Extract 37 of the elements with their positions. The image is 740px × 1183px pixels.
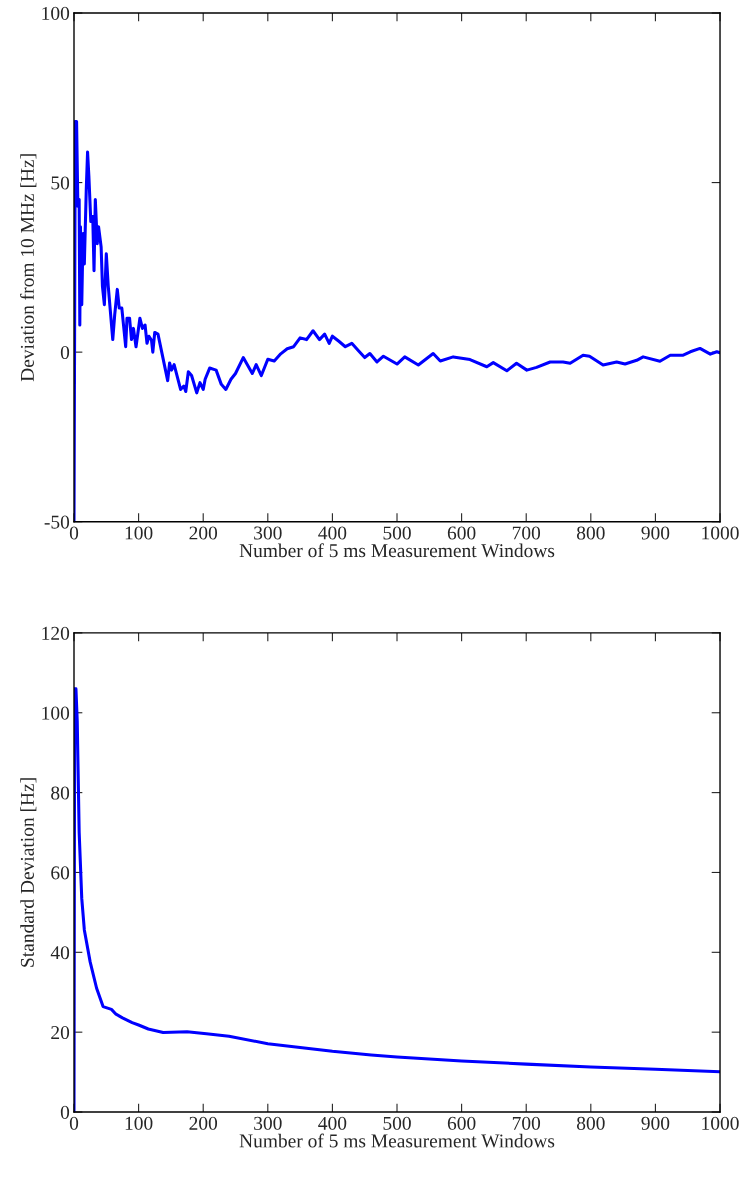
y-tick-label: 50: [51, 176, 70, 190]
y-tick-label: 0: [60, 345, 70, 360]
x-tick-label: 400: [318, 1116, 347, 1130]
x-tick-label: 300: [254, 526, 282, 540]
y-tick-label: 120: [42, 626, 70, 640]
x-tick-label: 200: [189, 526, 218, 540]
x-tick-label: 600: [447, 526, 476, 540]
x-tick-label: 500: [383, 1116, 411, 1130]
x-tick-label: 0: [69, 1116, 79, 1130]
x-tick-label: 900: [641, 1116, 670, 1130]
x-tick-label: 200: [189, 1116, 218, 1130]
y-axis-title: Standard Deviation [Hz]: [20, 778, 37, 967]
y-tick-label: 20: [51, 1025, 70, 1040]
y-tick-label: 100: [42, 6, 70, 20]
x-tick-label: 1000: [702, 526, 739, 540]
y-tick-label: 40: [50, 946, 70, 960]
y-tick-label: 0: [60, 1105, 70, 1119]
x-tick-label: 400: [318, 526, 347, 540]
x-tick-label: 800: [576, 1116, 605, 1130]
x-tick-label: 600: [447, 1116, 476, 1130]
y-tick-label: -50: [44, 515, 70, 529]
x-tick-label: 300: [254, 1116, 282, 1130]
x-tick-label: 900: [641, 526, 670, 540]
y-tick-label: 60: [51, 866, 70, 880]
x-tick-label: 500: [383, 526, 411, 540]
x-tick-label: 1000: [702, 1116, 739, 1130]
y-tick-label: 80: [51, 786, 70, 800]
x-tick-label: 100: [125, 1116, 153, 1130]
x-tick-label: 700: [512, 1116, 541, 1130]
x-tick-label: 700: [512, 526, 541, 540]
x-tick-label: 0: [69, 526, 79, 540]
y-axis-title: Deviation from 10 MHz [Hz]: [20, 154, 37, 382]
x-tick-label: 800: [576, 526, 605, 540]
y-tick-label: 100: [42, 706, 70, 720]
x-axis-title: Number of 5 ms Measurement Windows: [239, 543, 555, 558]
x-axis-title: Number of 5 ms Measurement Windows: [239, 1133, 555, 1148]
x-tick-label: 100: [125, 526, 153, 540]
